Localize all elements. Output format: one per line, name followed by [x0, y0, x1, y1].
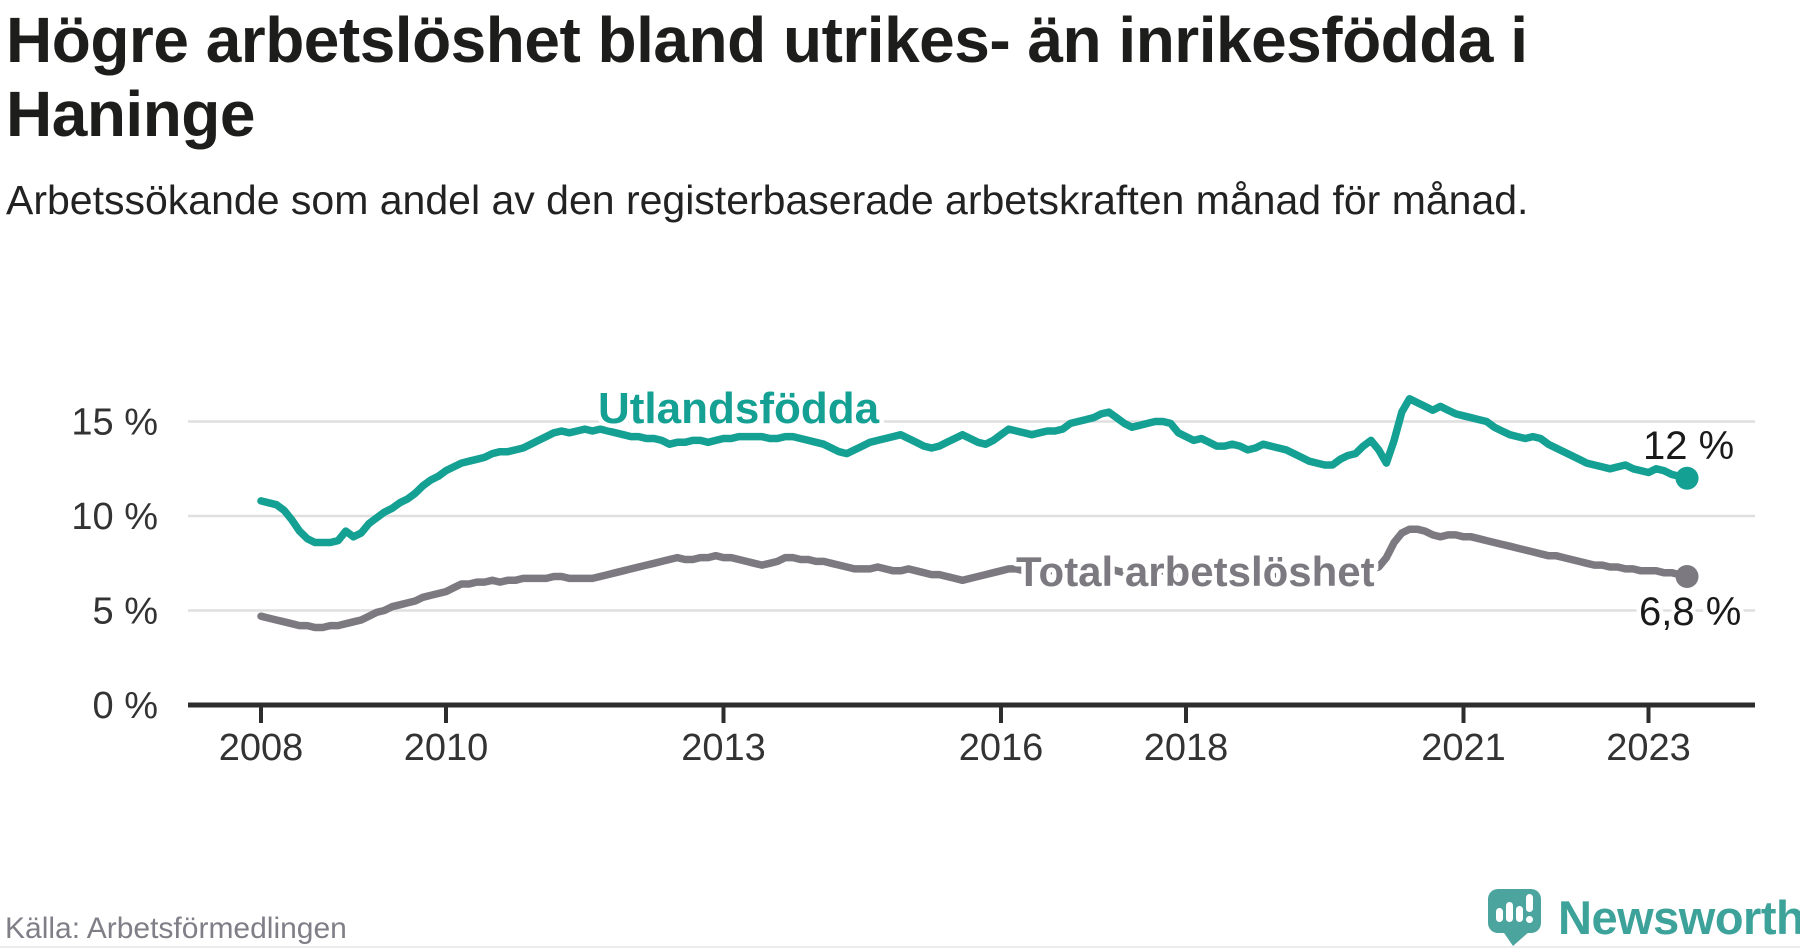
x-tick-label: 2021 [1421, 727, 1506, 769]
y-tick-label: 15 % [71, 402, 158, 444]
newsworthy-logo[interactable]: Newsworthy [1487, 884, 1800, 946]
newsworthy-speech-bubble-chart-icon [1488, 889, 1541, 946]
end-value-label-total: 6,8 % [1639, 590, 1741, 634]
x-tick-label: 2013 [681, 727, 766, 769]
series-line-utlandsfodda [257, 395, 1691, 547]
chart-title: Högre arbetslöshet bland utrikes- än inr… [6, 4, 1528, 150]
chart-subtitle: Arbetssökande som andel av den registerb… [6, 177, 1529, 223]
y-tick-label: 0 % [93, 685, 158, 727]
series-line-total [257, 525, 1691, 632]
end-value-label-utlandsfodda: 12 % [1643, 424, 1734, 468]
x-tick-label: 2016 [959, 727, 1044, 769]
bottom-edge-rule [0, 946, 1800, 948]
x-tick-label: 2018 [1144, 727, 1229, 769]
x-tick-label: 2023 [1606, 727, 1691, 769]
newsworthy-logo-text: Newsworthy [1558, 891, 1800, 944]
y-tick-label: 5 % [93, 591, 158, 633]
series-label-total: Total arbetslöshet [1016, 548, 1375, 595]
unemployment-line-chart: 0 % 5 % 10 % 15 % 2008 2010 2013 2016 2018 2021 20… [71, 384, 1755, 769]
source-note: Källa: Arbetsförmedlingen [5, 912, 347, 945]
x-tick-label: 2010 [404, 727, 489, 769]
series-label-utlandsfodda: Utlandsfödda [598, 384, 880, 433]
x-tick-label: 2008 [219, 727, 304, 769]
series-end-dot-utlandsfodda [1675, 466, 1699, 490]
y-tick-label: 10 % [71, 496, 158, 538]
series-end-dot-total [1675, 564, 1699, 588]
